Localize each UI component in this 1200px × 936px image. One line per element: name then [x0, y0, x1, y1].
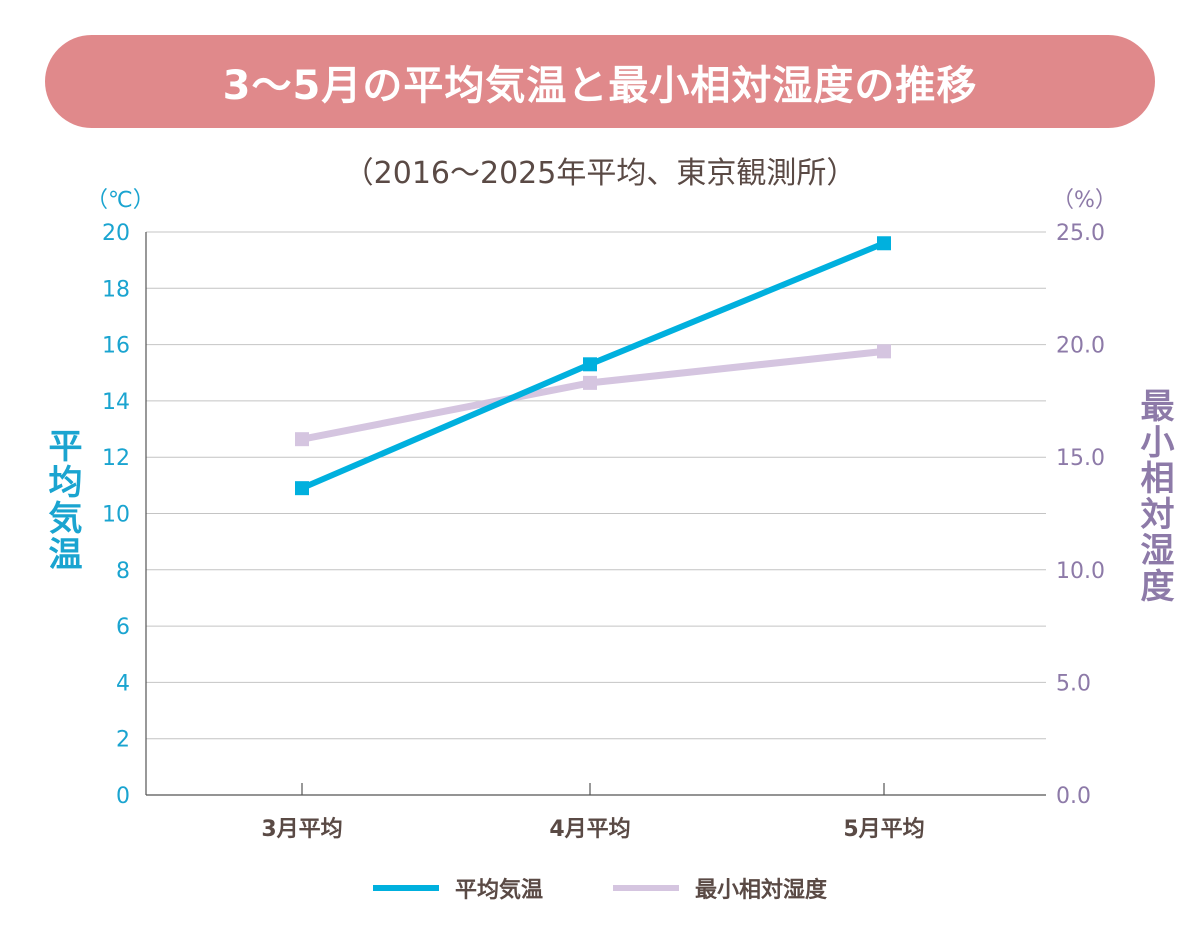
legend-label: 平均気温	[454, 878, 543, 903]
x-tick-label: 3月平均	[261, 816, 342, 842]
right-tick-label: 10.0	[1056, 559, 1105, 584]
right-axis-unit: （%）	[1052, 188, 1117, 213]
x-tick-label: 4月平均	[549, 816, 630, 842]
left-axis-unit: （℃）	[86, 188, 155, 213]
data-point-temperature	[583, 357, 597, 372]
right-tick-label: 20.0	[1056, 334, 1105, 359]
data-point-humidity	[877, 344, 891, 359]
left-tick-label: 16	[102, 334, 130, 359]
legend-swatch	[372, 885, 439, 891]
chart-subtitle: （2016〜2025年平均、東京観測所）	[343, 156, 857, 191]
left-tick-label: 20	[102, 221, 130, 246]
left-tick-label: 14	[102, 390, 130, 415]
left-tick-label: 4	[116, 671, 130, 696]
chart-title: 3〜5月の平均気温と最小相対湿度の推移	[45, 35, 1155, 128]
legend: 平均気温 最小相対湿度	[0, 872, 1200, 904]
x-tick-label: 5月平均	[843, 816, 924, 842]
left-tick-label: 12	[102, 446, 130, 471]
legend-item-temperature: 平均気温	[372, 872, 543, 904]
left-tick-label: 0	[116, 784, 130, 809]
legend-swatch	[613, 885, 679, 891]
left-tick-label: 8	[116, 559, 130, 584]
legend-label: 最小相対湿度	[695, 878, 828, 903]
right-tick-label: 15.0	[1056, 446, 1105, 471]
data-point-temperature	[295, 481, 309, 496]
right-tick-label: 0.0	[1056, 784, 1091, 809]
data-point-humidity	[583, 375, 597, 390]
left-tick-label: 2	[116, 728, 130, 753]
left-tick-label: 18	[102, 277, 130, 302]
data-point-humidity	[295, 432, 309, 447]
left-tick-label: 6	[116, 615, 130, 640]
left-axis-label: 平均気温	[42, 428, 82, 572]
left-tick-label: 10	[102, 503, 130, 528]
data-point-temperature	[877, 236, 891, 251]
right-tick-label: 5.0	[1056, 671, 1091, 696]
legend-item-humidity: 最小相対湿度	[613, 872, 827, 904]
right-axis-label: 最小相対湿度	[1134, 388, 1174, 604]
right-tick-label: 25.0	[1056, 221, 1105, 246]
